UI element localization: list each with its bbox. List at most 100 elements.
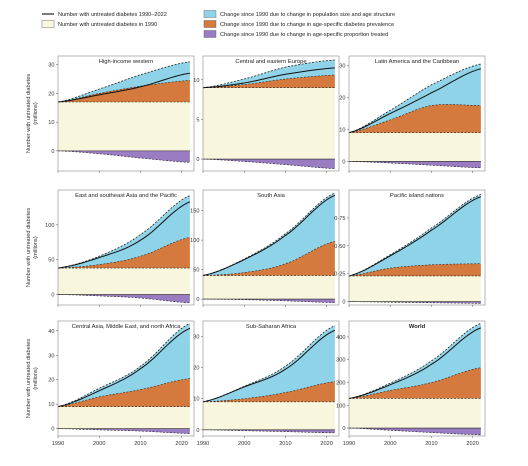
panel-frame	[348, 189, 486, 306]
prevalence-dashed-line	[202, 381, 335, 403]
panel-title: South Asia	[257, 193, 285, 199]
area-population-lower	[349, 65, 481, 133]
y-tick-label: 10	[193, 397, 199, 403]
legend-label: Change since 1990 due to change in popul…	[220, 12, 395, 18]
top-dashed-line	[348, 194, 482, 277]
area-population	[203, 59, 335, 88]
area-prevalence	[349, 367, 481, 399]
area-population-lower	[349, 195, 481, 276]
panel-0: High-income western 0 10 20 30	[48, 55, 195, 173]
y-tick-label: 30	[48, 353, 54, 359]
area-treated	[58, 150, 190, 163]
y-axis-labels: Number with untreated diabetes (millions)…	[26, 74, 39, 418]
area-base	[349, 398, 481, 429]
y-tick-label: 10	[193, 78, 199, 84]
y-tick-label: 0	[196, 428, 199, 434]
untreated-line	[57, 201, 191, 269]
area-population	[58, 61, 190, 102]
treated-dashed-line	[57, 428, 190, 434]
x-tick-label: 1990	[197, 441, 209, 447]
treated-dashed-line	[348, 427, 481, 436]
area-base	[349, 275, 481, 302]
treated-dashed-line	[57, 150, 190, 163]
y-tick-label: 30	[339, 64, 345, 70]
y-tick-label: 0	[196, 297, 199, 303]
y-tick-label: 20	[339, 96, 345, 102]
panel-frame	[57, 320, 195, 437]
untreated-line	[348, 327, 482, 399]
legend-item-line: Number with untreated diabetes 1990–2022	[42, 12, 167, 18]
x-tick-label: 1990	[52, 441, 64, 447]
area-population-lower	[349, 324, 481, 399]
treated-dashed-line	[348, 161, 481, 169]
prevalence-dashed-line	[57, 237, 190, 269]
area-base	[349, 132, 481, 162]
y-axis-label: Number with untreated diabetes	[26, 74, 32, 153]
y-tick-label: 150	[190, 209, 199, 215]
prevalence-dashed-line	[348, 263, 481, 277]
panel-title: Latin America and the Caribbean	[375, 59, 459, 65]
y-tick-label: 0	[51, 293, 54, 299]
treated-dashed-line	[57, 294, 190, 304]
top-dashed-line	[202, 325, 336, 403]
y-tick-label: 0	[342, 300, 345, 306]
x-tick-label: 2020	[466, 441, 478, 447]
legend-item-base: Number with untreated diabetes in 1990	[41, 20, 157, 28]
area-base	[58, 268, 190, 295]
y-tick-label: 30	[193, 335, 199, 341]
legend-label: Number with untreated diabetes 1990–2022	[58, 12, 167, 18]
legend-label: Change since 1990 due to change in age-s…	[220, 22, 394, 28]
untreated-line	[57, 72, 190, 103]
area-prevalence	[58, 378, 190, 407]
panel-frame	[348, 320, 486, 437]
untreated-line	[202, 329, 336, 403]
y-tick-label: 0·75	[334, 216, 345, 222]
panel-5: Pacific island nations 0 0·25 0·50 0·75	[334, 189, 486, 307]
x-tick-label: 2020	[320, 441, 332, 447]
panel-title: Pacific island nations	[390, 193, 444, 199]
y-tick-label: 100	[336, 403, 345, 409]
y-tick-label: 0	[196, 157, 199, 163]
legend-swatch-prev	[203, 20, 217, 28]
y-axis-label: (millions)	[33, 236, 39, 259]
panel-3: East and southeast Asia and the Pacific 0…	[45, 189, 195, 307]
panel-frame	[202, 320, 340, 437]
legend-item-prev: Change since 1990 due to change in age-s…	[203, 20, 394, 28]
y-tick-label: 100	[45, 223, 54, 229]
y-tick-label: 40	[48, 329, 54, 335]
y-tick-label: 100	[190, 238, 199, 244]
y-tick-label: 20	[48, 91, 54, 97]
legend: Number with untreated diabetes 1990–2022…	[41, 10, 395, 38]
panel-2: Latin America and the Caribbean 0 10 20 30	[339, 55, 486, 173]
panel-frame	[202, 55, 340, 172]
panel-frame	[57, 189, 195, 306]
untreated-line	[202, 194, 336, 276]
area-base	[58, 406, 190, 429]
legend-item-pop: Change since 1990 due to change in popul…	[203, 10, 395, 18]
legend-swatch-pop	[203, 10, 217, 18]
untreated-line	[57, 327, 191, 408]
x-tick-label: 2020	[175, 441, 187, 447]
area-prevalence	[58, 237, 190, 269]
top-dashed-line	[348, 322, 482, 399]
y-tick-label: 300	[336, 358, 345, 364]
untreated-line	[348, 68, 482, 134]
x-tick-label: 2010	[425, 441, 437, 447]
legend-label: Number with untreated diabetes in 1990	[58, 22, 157, 28]
top-dashed-line	[202, 192, 336, 276]
panel-title: Sub-Saharan Africa	[246, 324, 297, 330]
prevalence-dashed-line	[57, 378, 190, 407]
area-population-lower	[203, 60, 335, 88]
area-treated	[203, 299, 335, 303]
prevalence-dashed-line	[348, 104, 481, 133]
y-axis-label: Number with untreated diabetes	[26, 339, 32, 418]
y-tick-label: 30	[48, 63, 54, 69]
panel-7: Sub-Saharan Africa 0 10 20 30 1990 2000 2010 202…	[193, 320, 340, 447]
area-base	[58, 102, 190, 151]
area-treated	[203, 429, 335, 433]
legend-item-treat: Change since 1990 due to change in age-s…	[203, 30, 388, 38]
prevalence-dashed-line	[57, 80, 190, 103]
y-tick-label: 50	[48, 258, 54, 264]
